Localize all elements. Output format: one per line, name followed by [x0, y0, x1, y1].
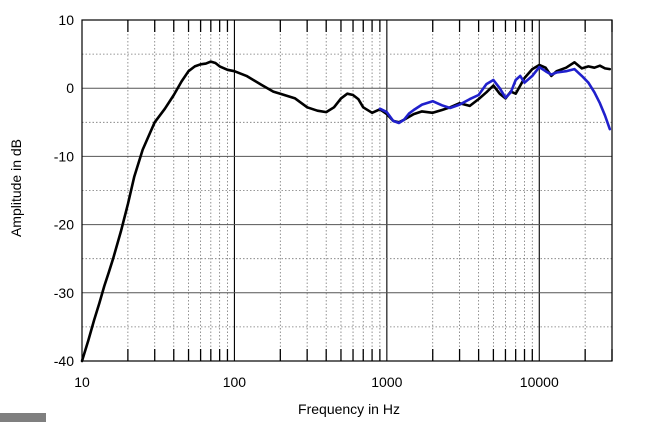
y-tick-label: -10	[54, 148, 74, 164]
y-tick-label: -30	[54, 285, 74, 301]
plot-series	[80, 60, 612, 363]
x-tick-label: 10	[74, 374, 90, 390]
corner-tab	[0, 413, 46, 422]
y-tick-label: -40	[54, 353, 74, 369]
y-tick-labels: 10 0 -10 -20 -30 -40	[54, 12, 74, 369]
x-tick-label: 1000	[371, 374, 402, 390]
plot-frame	[81, 19, 613, 362]
series-line-2	[378, 65, 612, 131]
x-tick-label: 100	[223, 374, 247, 390]
y-tick-label: 10	[58, 12, 74, 28]
x-tick-labels: 10 100 1000 10000	[74, 374, 559, 390]
y-tick-label: 0	[66, 80, 74, 96]
x-axis-title: Frequency in Hz	[298, 401, 400, 417]
y-tick-label: -20	[54, 217, 74, 233]
grid	[82, 20, 613, 361]
y-axis-title: Amplitude in dB	[8, 139, 24, 237]
series-line-1	[80, 60, 612, 363]
x-tick-label: 10000	[520, 374, 559, 390]
